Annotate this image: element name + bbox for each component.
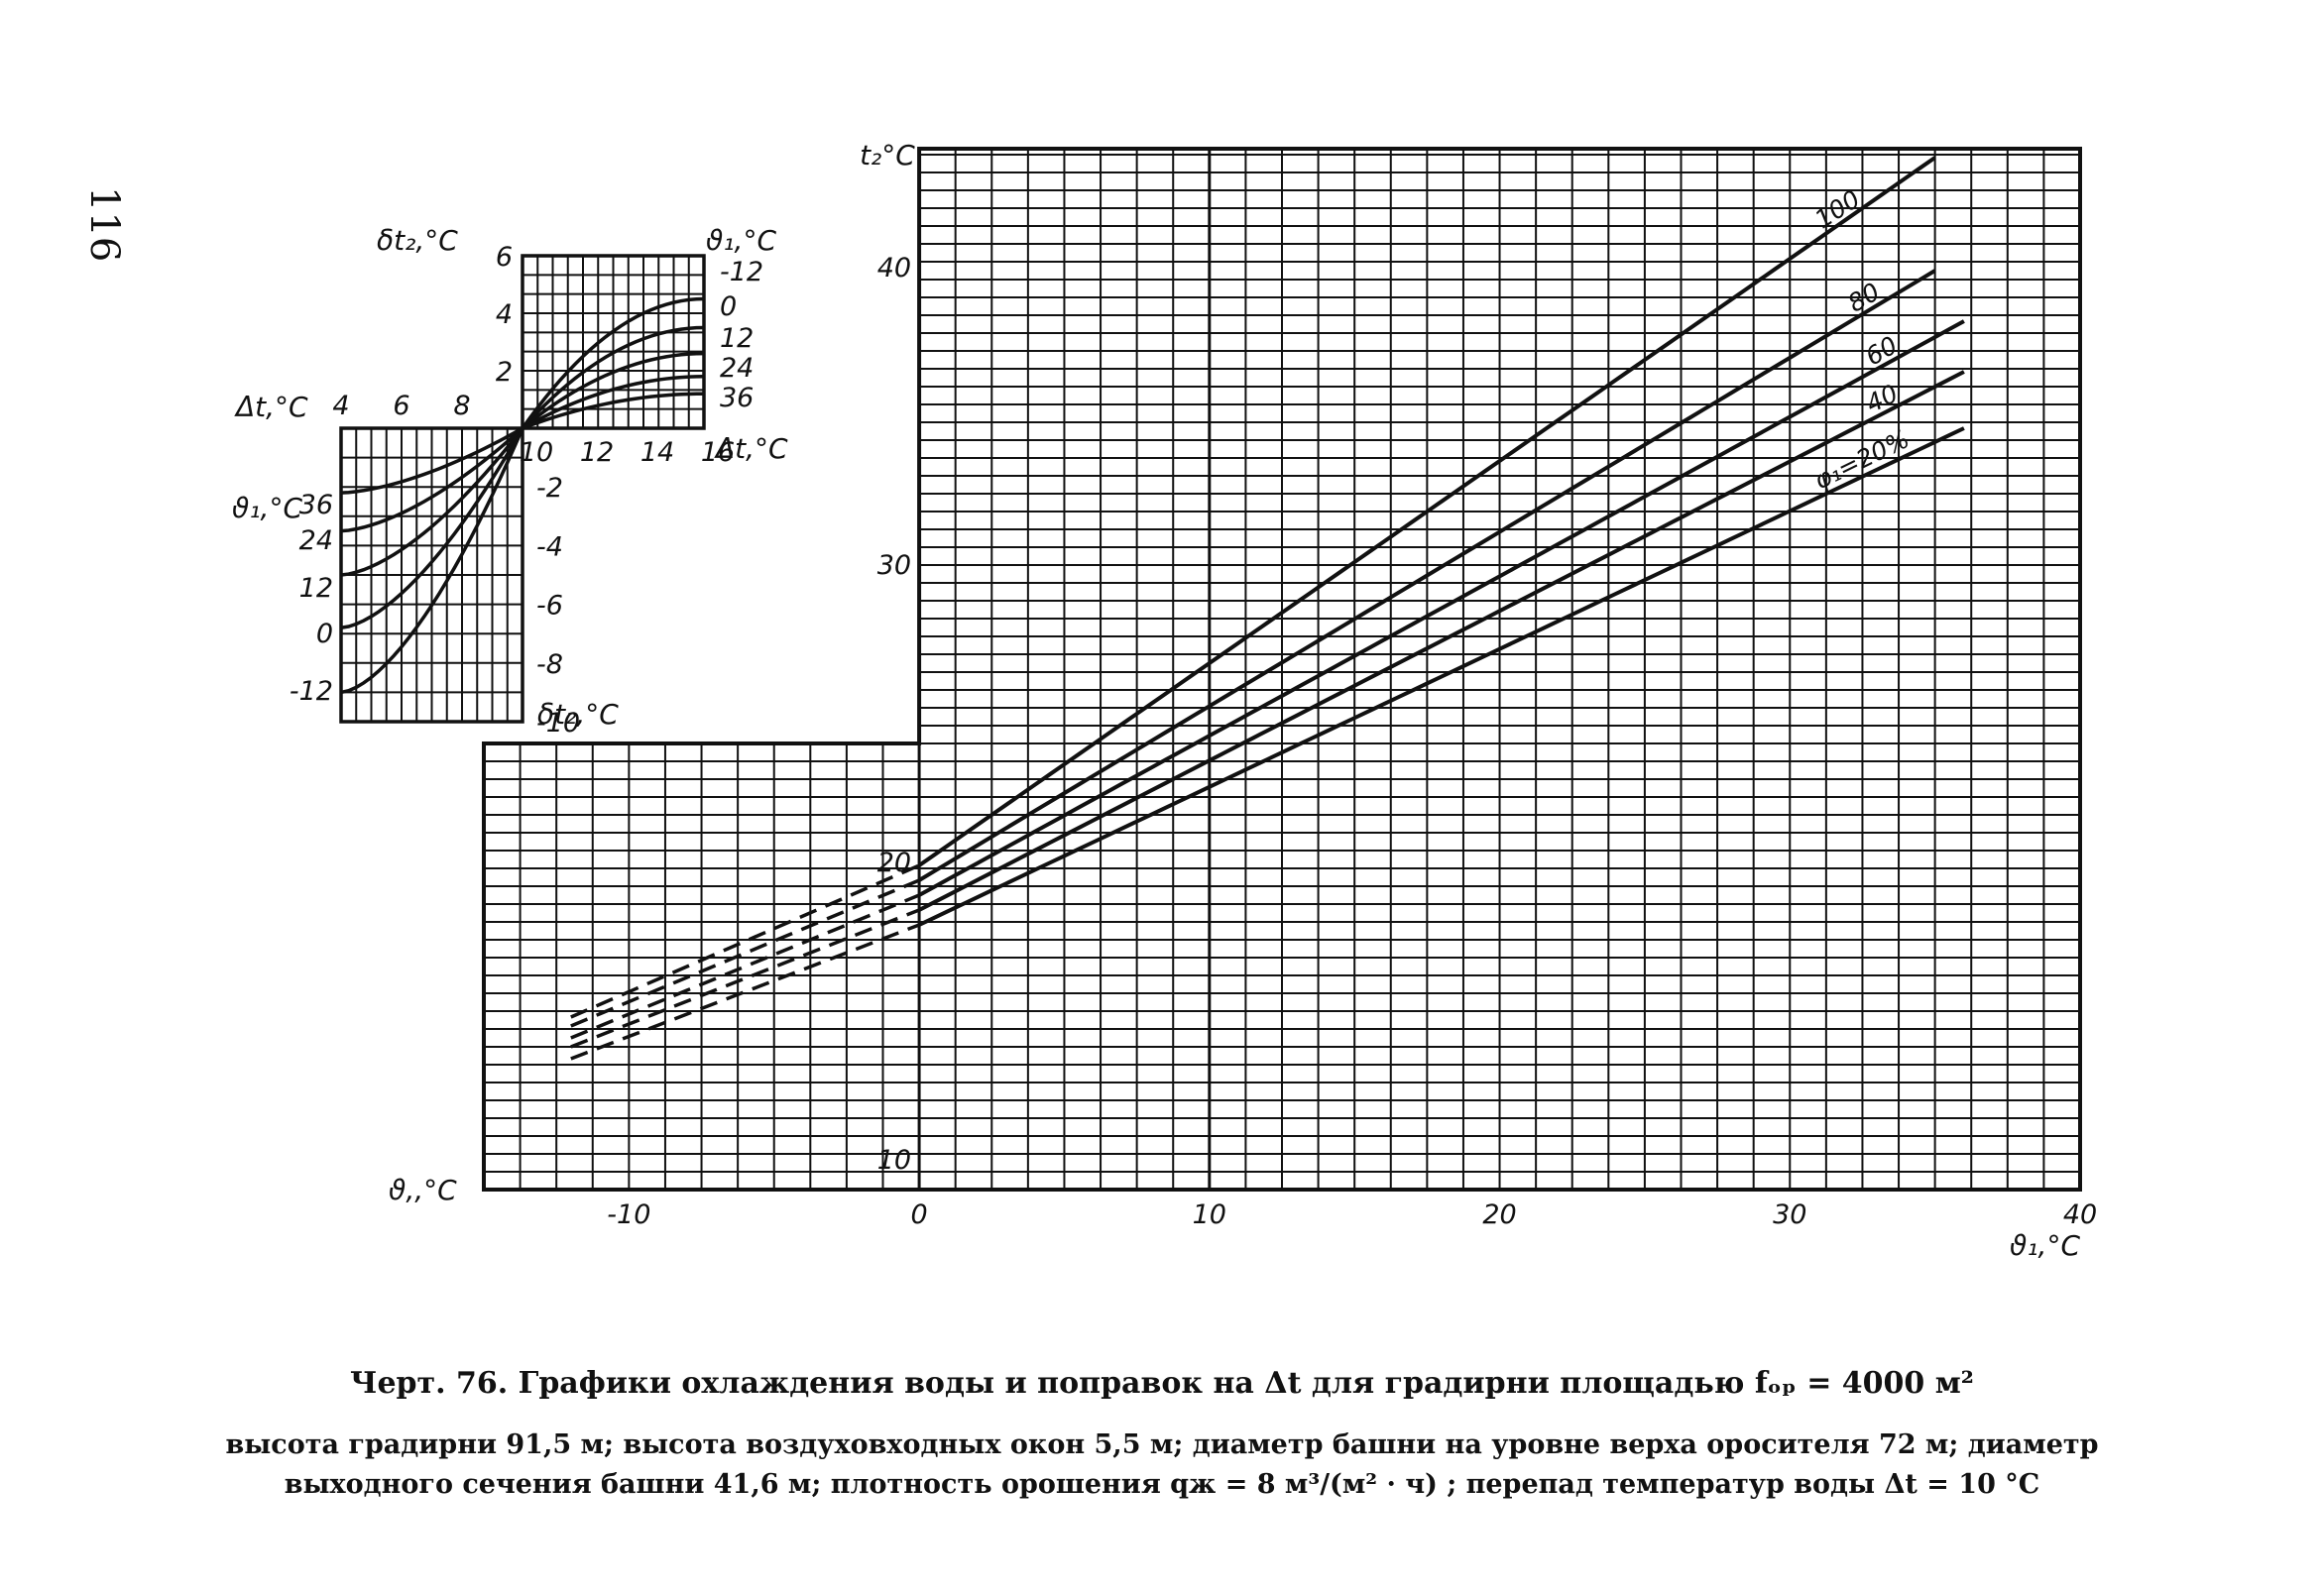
main-curve-dashed: [570, 863, 920, 1019]
inset-param-value-right: 24: [720, 353, 754, 384]
inset-x-tick-right: 16: [701, 437, 735, 468]
main-y-axis-label: t₂°C: [860, 139, 915, 171]
inset-x-axis-label-right: Δt,°C: [714, 432, 788, 465]
inset-param-value-right: 36: [720, 383, 754, 413]
main-curve-dashed: [570, 878, 920, 1028]
main-x-tick: 10: [1193, 1199, 1226, 1230]
inset-x-tick-right: 14: [640, 437, 674, 468]
inset-y-tick-upper: 4: [496, 299, 513, 330]
inset-x-axis-label-left: Δt,°C: [234, 391, 308, 423]
inset-y-tick-upper: 6: [496, 242, 513, 273]
main-curve-solid: [918, 370, 1965, 912]
main-curve-dashed: [570, 923, 920, 1061]
inset-y-tick-lower: -2: [536, 473, 563, 504]
inset-param-value-right: 12: [720, 323, 754, 354]
figure-caption-line-2: выходного сечения башни 41,6 м; плотност…: [284, 1469, 2040, 1500]
figure-caption-line-1: высота градирни 91,5 м; высота воздуховх…: [225, 1429, 2099, 1460]
main-chart-grid: [482, 147, 2082, 1192]
main-x-tick: 0: [910, 1199, 927, 1230]
main-x-axis-label-left: ϑ,,°C: [389, 1174, 457, 1206]
correction-inset-chart: 642-2-4-6-8-104 6 810 12 14 16-12012243636241…: [232, 224, 788, 739]
main-x-tick: 20: [1482, 1199, 1516, 1230]
main-curve-dashed: [570, 893, 920, 1040]
inset-y-tick-lower: -6: [536, 591, 563, 622]
inset-param-label-left: ϑ₁,°C: [232, 492, 302, 524]
inset-curve: [340, 392, 705, 495]
main-chart-ticks: -10 0 10 20 30 40 10 20 30 40: [607, 253, 2097, 1230]
inset-x-tick-right: 12: [580, 437, 614, 468]
inset-y-tick-lower: -10: [536, 708, 580, 739]
figure-caption-title: Черт. 76. Графики охлаждения воды и попр…: [350, 1366, 1974, 1401]
inset-param-value-left: 36: [299, 490, 333, 520]
main-chart-curves: [570, 156, 1965, 1061]
main-x-axis-label: ϑ₁,°C: [2010, 1229, 2080, 1262]
main-curve-solid: [918, 426, 1965, 927]
inset-param-value-left: -12: [290, 676, 333, 707]
inset-param-value-left: 24: [299, 525, 333, 556]
main-curve-solid: [917, 156, 1936, 867]
main-curve-label: 40: [1861, 379, 1902, 418]
main-curve-dashed: [570, 908, 920, 1049]
inset-param-value-left: 0: [316, 619, 333, 649]
main-curve-label: 80: [1843, 278, 1885, 318]
inset-param-value-right: -12: [720, 257, 763, 287]
inset-y-tick-lower: -8: [536, 649, 563, 680]
main-y-tick: 30: [877, 550, 911, 581]
page-number: 116: [81, 186, 127, 262]
main-curve-solid: [918, 269, 1936, 882]
inset-x-tick-right: 10: [520, 437, 553, 468]
inset-param-value-right: 0: [720, 291, 737, 322]
main-x-tick: -10: [607, 1199, 650, 1230]
inset-ticks: 642-2-4-6-8-104 6 810 12 14 16-12012243636241…: [290, 242, 763, 739]
inset-y-tick-lower: -4: [536, 531, 563, 562]
inset-x-tick-left: 4: [332, 391, 349, 421]
inset-curves: [340, 296, 705, 695]
main-y-tick: 20: [877, 848, 911, 878]
main-y-tick: 40: [877, 253, 911, 284]
main-curve-solid: [918, 319, 1965, 897]
main-y-tick: 10: [877, 1145, 911, 1176]
inset-y-axis-label: δt₂,°C: [377, 224, 458, 257]
inset-y-axis-label-lower: δt₂,°C: [537, 698, 619, 731]
inset-x-tick-left: 6: [393, 391, 409, 421]
main-x-tick: 40: [2063, 1199, 2097, 1230]
inset-param-label-right: ϑ₁,°C: [706, 224, 776, 257]
main-x-tick: 30: [1773, 1199, 1806, 1230]
main-curve-label: 60: [1861, 331, 1903, 372]
inset-param-value-left: 12: [299, 573, 333, 604]
inset-y-tick-upper: 2: [496, 357, 513, 388]
inset-x-tick-left: 8: [453, 391, 470, 421]
